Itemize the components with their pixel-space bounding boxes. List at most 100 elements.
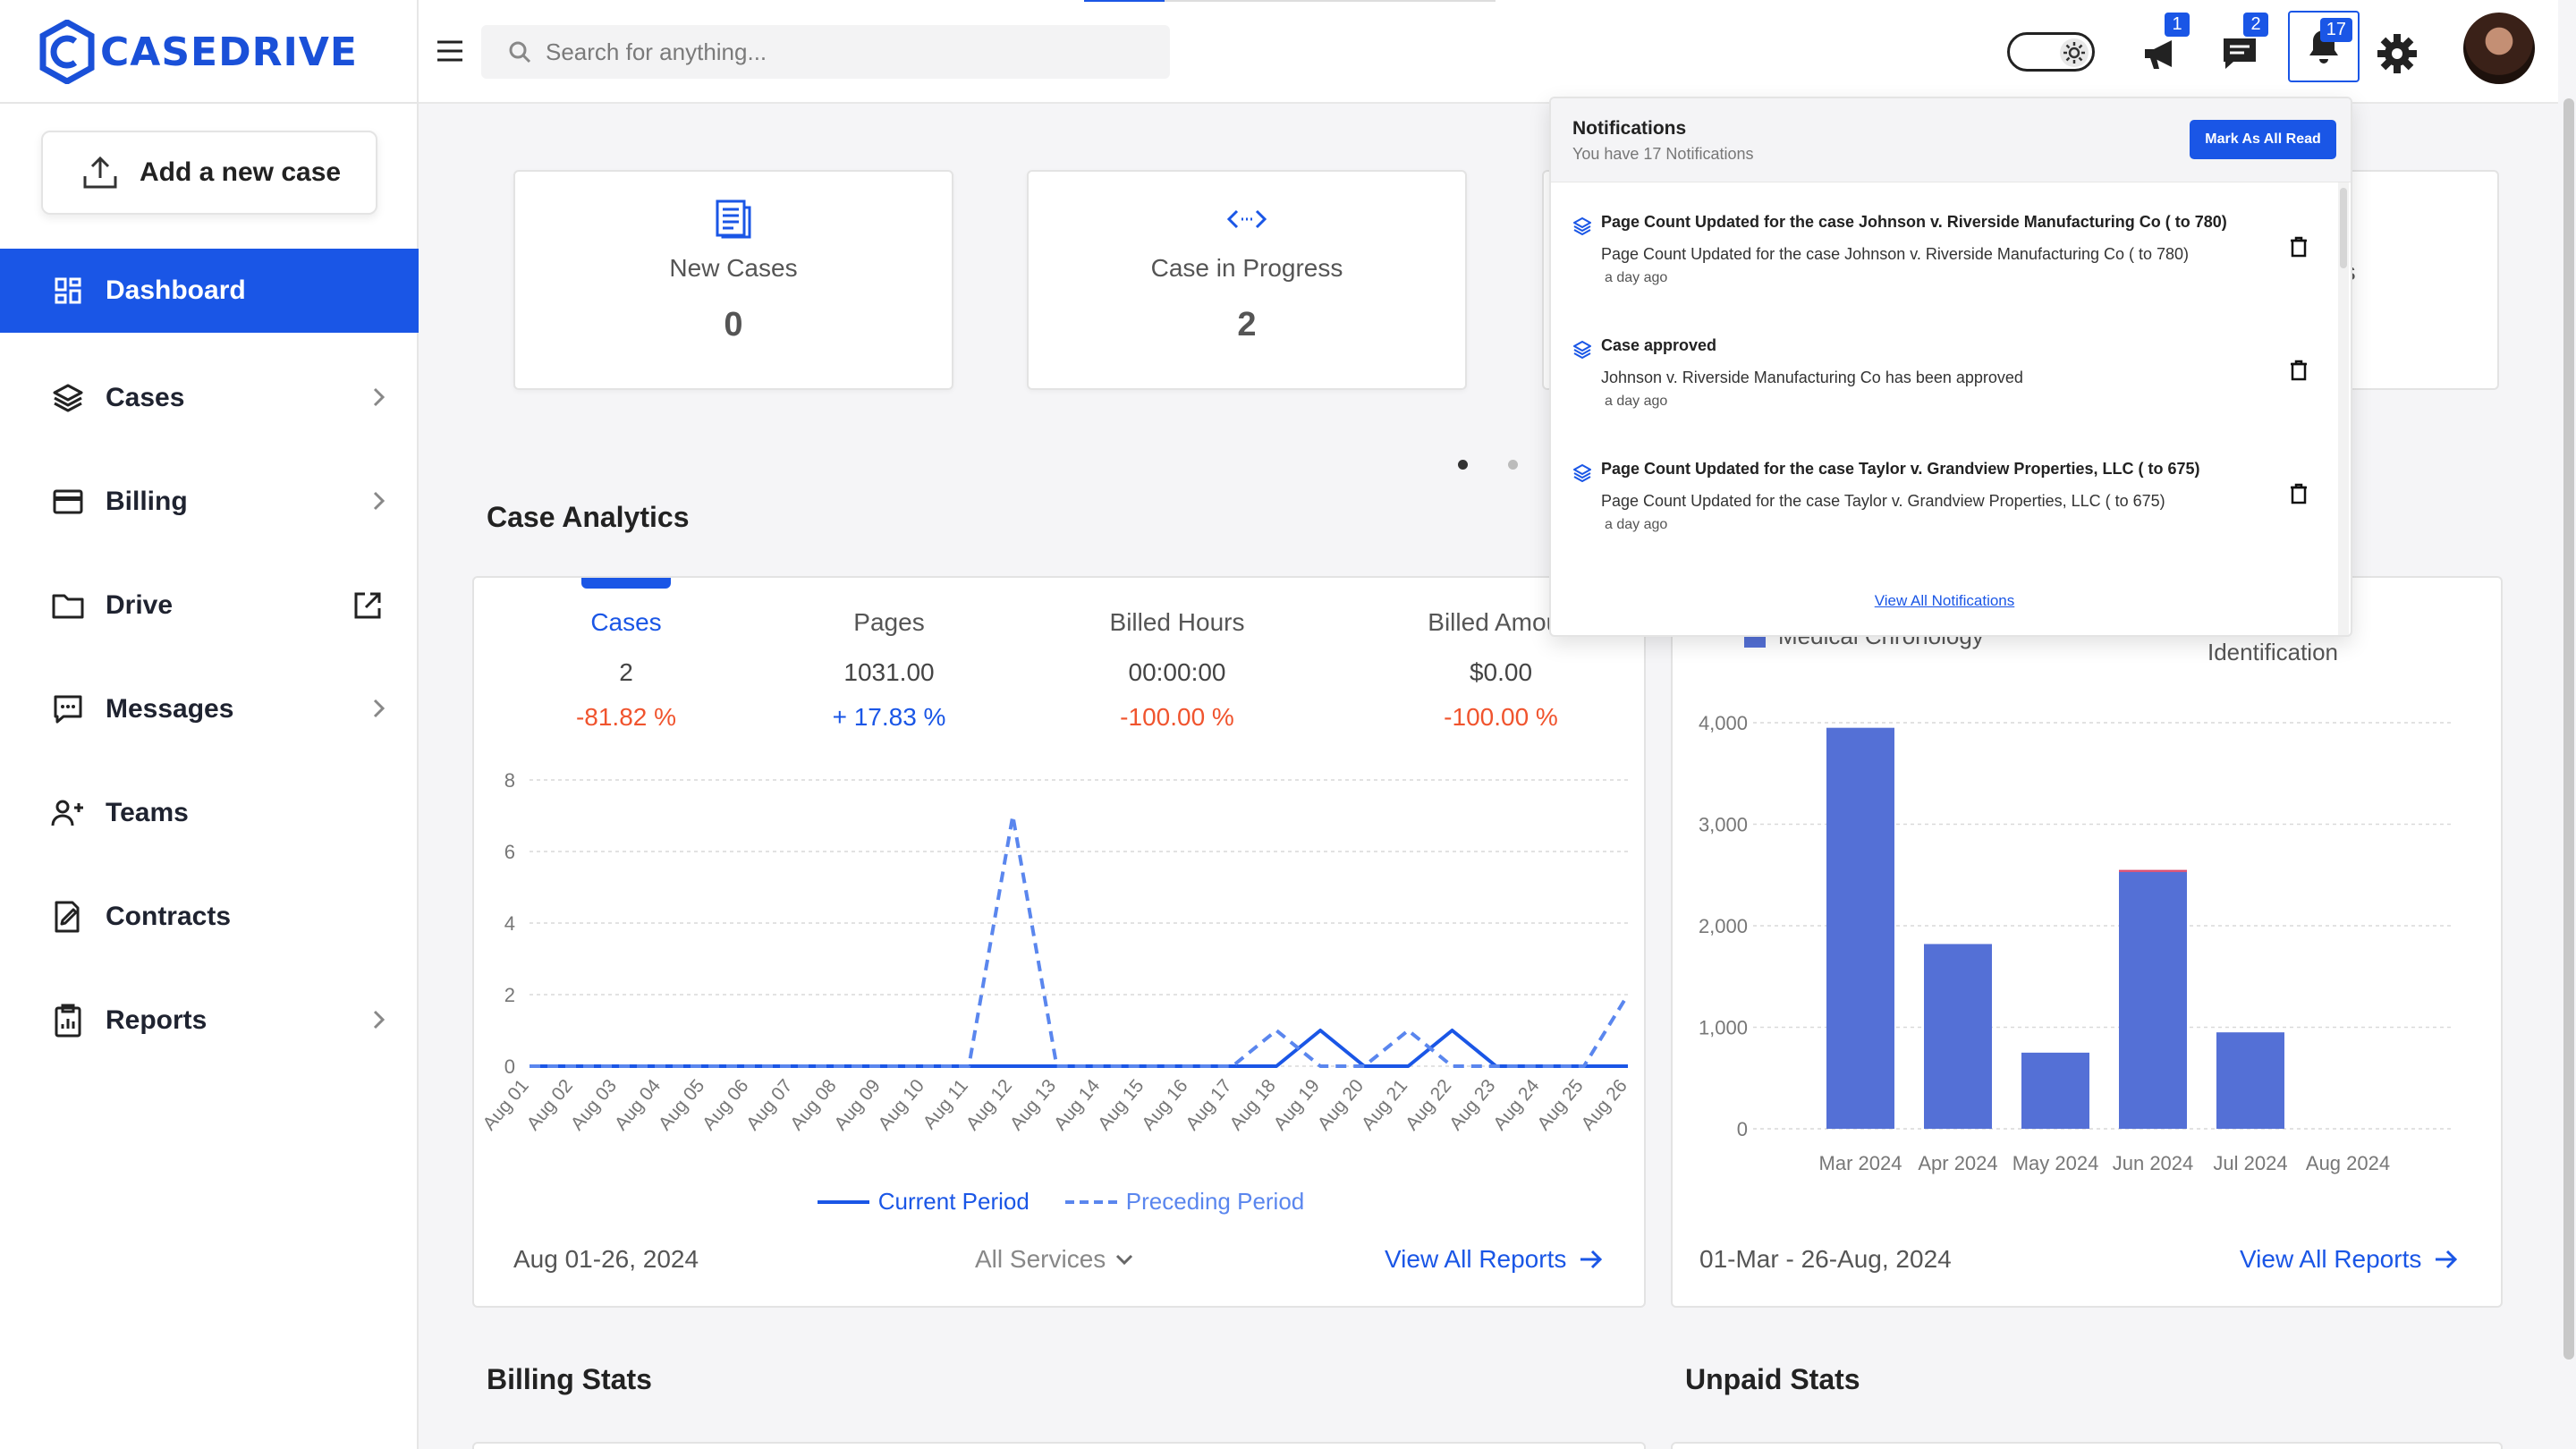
loading-progress (1084, 0, 1496, 2)
add-new-case-button[interactable]: Add a new case (41, 131, 377, 215)
legend-label: Preceding Period (1125, 1188, 1305, 1215)
folder-icon (50, 588, 86, 623)
carousel-dot-active[interactable] (1458, 460, 1468, 470)
sidebar-item-label: Dashboard (106, 275, 246, 305)
x-tick-label: Aug 16 (1138, 1075, 1191, 1134)
user-avatar[interactable] (2463, 13, 2535, 84)
logo[interactable]: CASEDRIVE (39, 16, 358, 88)
sidebar: CASEDRIVE Add a new case Dashboard Cases… (0, 0, 419, 1449)
x-tick-label: Aug 01 (479, 1075, 532, 1134)
view-all-label: View All Reports (1385, 1245, 1567, 1273)
tab-pages[interactable]: Pages 1031.00 + 17.83 % (755, 608, 1023, 732)
notification-title: Case approved (1601, 336, 1717, 354)
stat-label: New Cases (669, 254, 798, 282)
x-tick-label: Aug 05 (655, 1075, 708, 1134)
bar-medical-chronology (2119, 871, 2187, 1129)
arrow-right-icon (2436, 1250, 2458, 1269)
sun-icon (2060, 38, 2089, 67)
stat-card-new-cases[interactable]: New Cases 0 (513, 170, 953, 390)
x-tick-label: Aug 09 (830, 1075, 884, 1134)
y-tick-label: 4,000 (1699, 712, 1748, 734)
sidebar-item-contracts[interactable]: Contracts (0, 875, 419, 959)
services-dropdown[interactable]: All Services (975, 1245, 1134, 1274)
sidebar-item-label: Cases (106, 383, 185, 412)
layers-icon (50, 380, 86, 416)
x-tick-label: Aug 17 (1182, 1075, 1235, 1134)
search-input[interactable] (546, 38, 1154, 66)
active-tab-indicator (581, 578, 671, 589)
case-analytics-card: Cases 2 -81.82 % Pages 1031.00 + 17.83 %… (472, 576, 1646, 1308)
sidebar-item-messages[interactable]: Messages (0, 667, 419, 751)
tab-title: Billed Hours (1109, 608, 1245, 636)
tab-cases[interactable]: Cases 2 -81.82 % (492, 578, 760, 732)
x-tick-label: Aug 08 (786, 1075, 840, 1134)
trash-icon[interactable] (2290, 236, 2308, 258)
sidebar-item-cases[interactable]: Cases (0, 356, 419, 440)
sidebar-item-teams[interactable]: Teams (0, 771, 419, 855)
search-bar[interactable] (481, 25, 1170, 79)
carousel-dot[interactable] (1508, 460, 1518, 470)
trash-icon[interactable] (2290, 360, 2308, 381)
tab-billed-hours[interactable]: Billed Hours 00:00:00 -100.00 % (1043, 608, 1311, 732)
tab-change: -81.82 % (575, 703, 677, 731)
y-tick-label: 0 (504, 1055, 515, 1078)
theme-toggle[interactable] (2007, 32, 2095, 72)
notification-item[interactable]: Page Count Updated for the case Johnson … (1551, 199, 2338, 315)
notification-body: Page Count Updated for the case Johnson … (1601, 245, 2190, 263)
y-tick-label: 8 (504, 769, 515, 792)
view-all-reports-link[interactable]: View All Reports (2240, 1245, 2459, 1274)
legend-label: Current Period (877, 1188, 1030, 1215)
sidebar-item-reports[interactable]: Reports (0, 979, 419, 1063)
bar-identification (2119, 869, 2187, 872)
layers-icon (1573, 464, 1591, 482)
search-icon (509, 41, 531, 64)
upload-icon (83, 156, 117, 189)
stat-card-case-in-progress[interactable]: Case in Progress 2 (1027, 170, 1467, 390)
x-tick-label: Aug 06 (699, 1075, 752, 1134)
x-tick-label: Aug 15 (1094, 1075, 1148, 1134)
notification-time: a day ago (1605, 394, 1668, 409)
sidebar-item-label: Drive (106, 590, 174, 620)
y-tick-label: 6 (504, 841, 515, 863)
notification-item[interactable]: Page Count Updated for the case Taylor v… (1551, 445, 2338, 562)
external-link-icon[interactable] (352, 590, 383, 621)
announcements-button[interactable]: 1 (2134, 13, 2190, 80)
y-tick-label: 3,000 (1699, 814, 1748, 836)
notification-item[interactable]: Case approved Johnson v. Riverside Manuf… (1551, 322, 2338, 438)
notifications-button[interactable]: 17 (2288, 11, 2360, 82)
tab-billed-amount[interactable]: Billed Amoun $0.00 -100.00 % (1367, 608, 1635, 732)
view-all-reports-link[interactable]: View All Reports (1385, 1245, 1604, 1274)
y-tick-label: 2,000 (1699, 915, 1748, 937)
notifications-scrollbar[interactable] (2338, 182, 2349, 635)
hamburger-menu-icon[interactable] (435, 36, 465, 66)
sidebar-item-billing[interactable]: Billing (0, 460, 419, 544)
chevron-down-icon (1116, 1254, 1133, 1266)
legend-label-line2: Identification (2207, 639, 2338, 665)
legend-current[interactable]: Current Period (817, 1188, 1030, 1216)
tab-value: 1031.00 (843, 658, 935, 686)
mark-all-read-button[interactable]: Mark As All Read (2190, 120, 2336, 159)
sidebar-item-dashboard[interactable]: Dashboard (0, 249, 419, 333)
notification-title: Page Count Updated for the case Taylor v… (1601, 460, 2200, 478)
notifications-title: Notifications (1572, 118, 1687, 139)
legend-preceding[interactable]: Preceding Period (1064, 1188, 1305, 1216)
x-tick-label: May 2024 (2012, 1152, 2099, 1174)
x-tick-label: Aug 10 (875, 1075, 928, 1134)
page-scrollbar[interactable] (2563, 98, 2574, 1360)
settings-button[interactable] (2370, 27, 2424, 80)
line-chart-legend: Current Period Preceding Period (474, 1188, 1648, 1216)
messages-button[interactable]: 2 (2213, 13, 2268, 80)
unpaid-stats-title: Unpaid Stats (1685, 1363, 1860, 1395)
sidebar-item-label: Teams (106, 798, 189, 827)
x-tick-label: Aug 20 (1314, 1075, 1368, 1134)
sidebar-item-drive[interactable]: Drive (0, 564, 419, 648)
contract-icon (50, 899, 86, 935)
view-all-notifications-link[interactable]: View All Notifications (1874, 592, 2015, 609)
services-bar-card: 0 1,000 2,000 3,000 4,000 Mar 2024 Apr 2024 May… (1671, 576, 2503, 1308)
x-tick-label: Aug 21 (1358, 1075, 1411, 1134)
sidebar-item-label: Reports (106, 1005, 208, 1035)
tab-value: 2 (619, 658, 633, 686)
trash-icon[interactable] (2290, 483, 2308, 504)
notification-time: a day ago (1605, 270, 1668, 285)
y-tick-label: 2 (504, 984, 515, 1006)
